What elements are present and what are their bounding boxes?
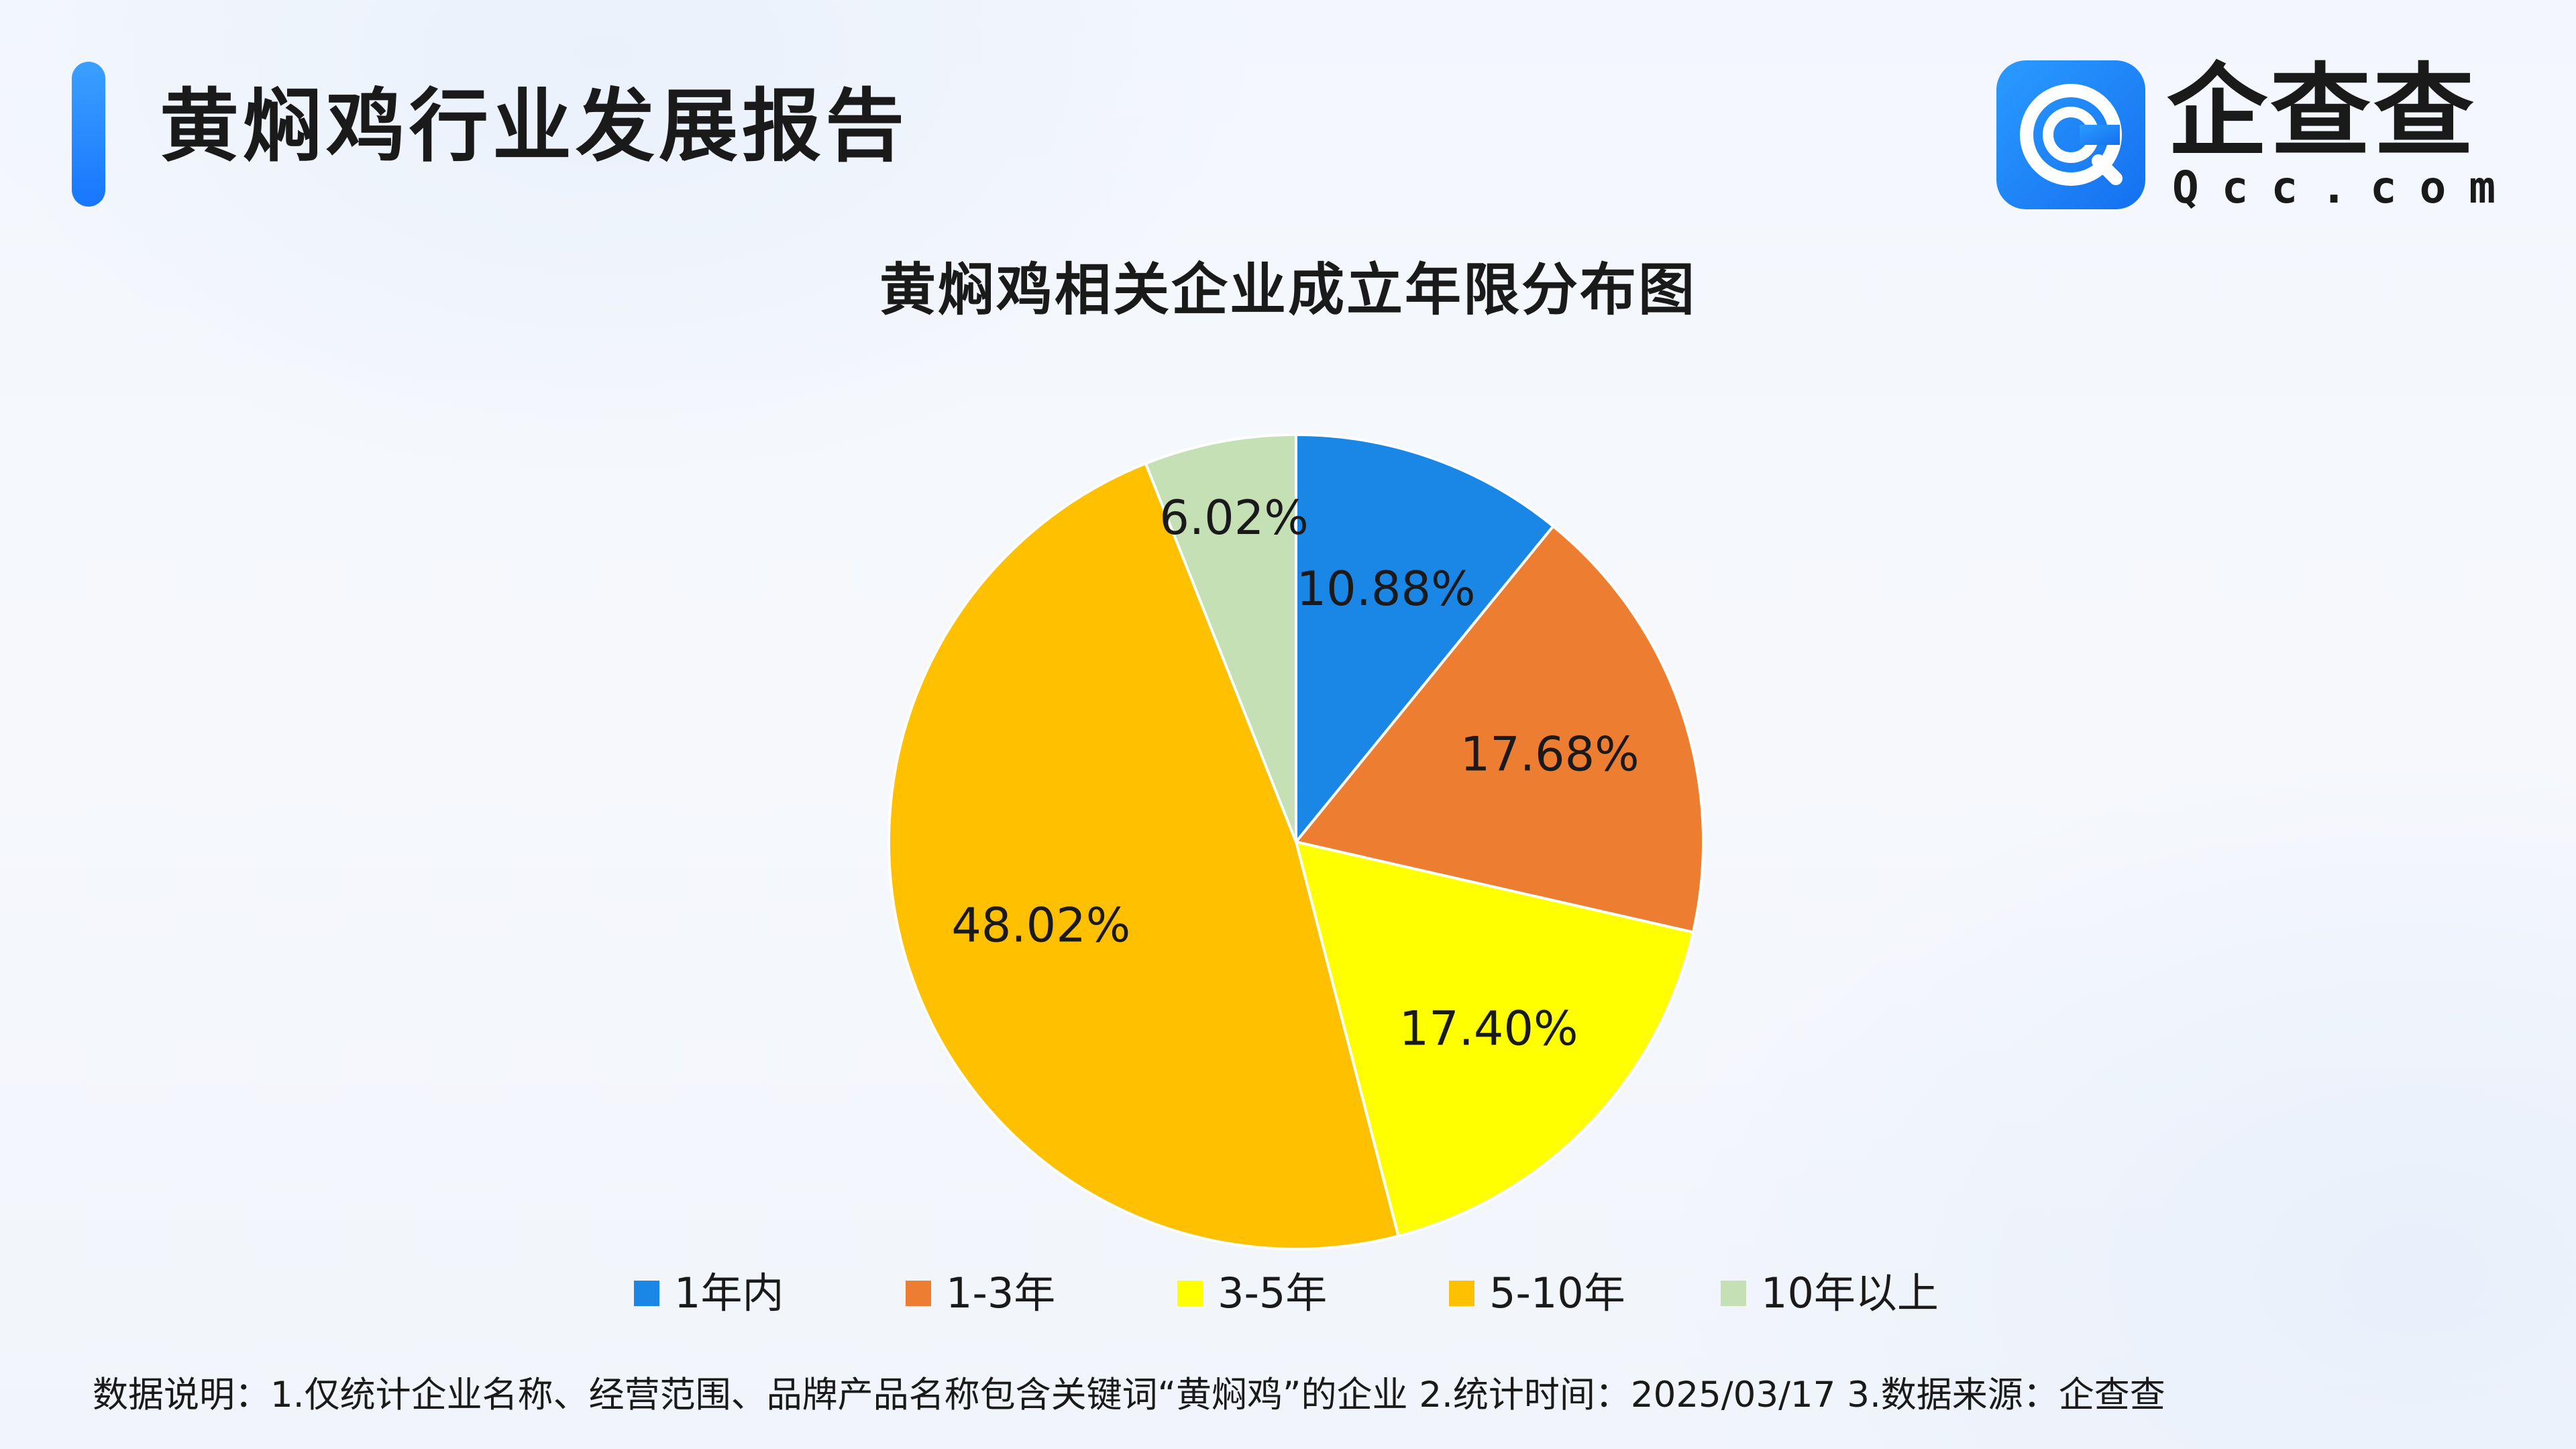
legend-label: 1年内 [674,1269,784,1318]
legend-item-2: 1-3年 [906,1267,1177,1320]
chart-legend: 1年内 1-3年 3-5年 5-10年 10年以上 [0,1267,2576,1320]
slice-label-5: 6.02% [1159,490,1308,545]
pie-slice-4 [888,462,1400,1250]
legend-item-4: 5-10年 [1449,1267,1721,1320]
qcc-logo-icon [1996,60,2145,209]
logo-name: 企查查 [2167,54,2477,170]
legend-item-5: 10年以上 [1721,1267,1942,1320]
legend-label: 3-5年 [1218,1269,1328,1318]
legend-swatch [906,1281,931,1306]
legend-swatch [634,1281,659,1306]
data-footnote: 数据说明：1.仅统计企业名称、经营范围、品牌产品名称包含关键词“黄焖鸡”的企业 … [93,1375,2165,1415]
legend-swatch [1721,1281,1746,1306]
legend-item-1: 1年内 [634,1267,906,1320]
qcc-logo: 企查查 Qcc.com [1996,55,2496,213]
report-title: 黄焖鸡行业发展报告 [160,80,909,172]
pie-slice-1 [1295,433,1556,846]
slice-label-3: 17.40% [1399,1002,1578,1057]
legend-label: 10年以上 [1761,1269,1939,1318]
title-accent-bar [72,62,105,207]
legend-item-3: 3-5年 [1177,1267,1449,1320]
pie-slice-5 [1144,433,1297,843]
legend-label: 1-3年 [946,1269,1056,1318]
legend-swatch [1449,1281,1474,1306]
chart-title: 黄焖鸡相关企业成立年限分布图 [879,257,1697,323]
logo-domain: Qcc.com [2172,162,2519,213]
pie-slice-3 [1294,840,1695,1238]
slice-label-2: 17.68% [1460,727,1640,782]
slice-label-4: 48.02% [951,898,1130,953]
legend-label: 5-10年 [1489,1269,1625,1318]
legend-swatch [1177,1281,1203,1306]
pie-slice-2 [1293,524,1705,934]
slice-label-1: 10.88% [1297,561,1476,616]
